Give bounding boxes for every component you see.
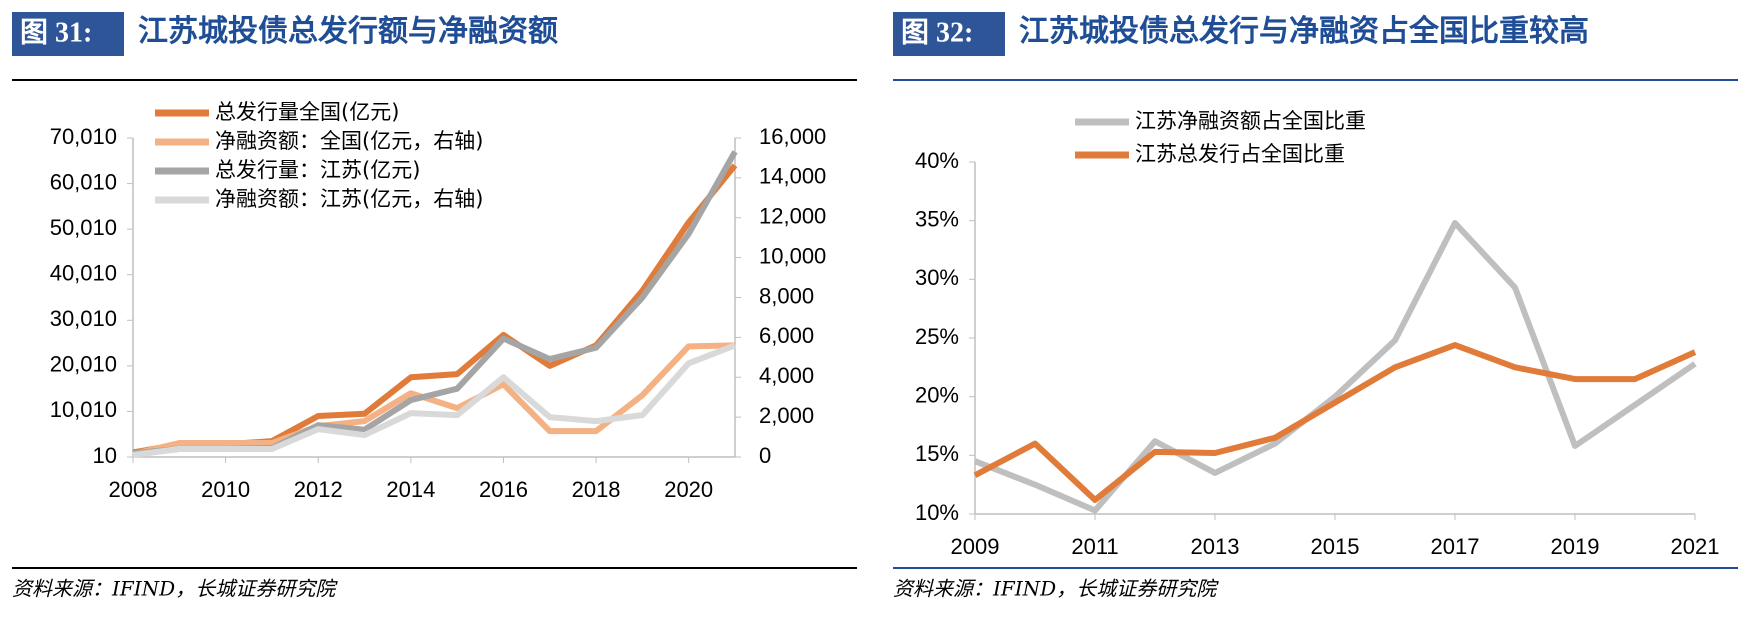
figure-label: 图 32:: [901, 17, 973, 48]
y2-tick-label: 8,000: [759, 283, 814, 308]
x-tick-label: 2012: [294, 477, 343, 502]
legend-label: 净融资额：全国(亿元，右轴): [215, 129, 483, 153]
y-tick-label: 10%: [915, 500, 959, 525]
y-tick-label: 40%: [915, 148, 959, 173]
figure-label-box: [893, 12, 1005, 56]
series-line: [132, 342, 736, 457]
y2-tick-label: 6,000: [759, 323, 814, 348]
x-tick-label: 2011: [1071, 534, 1118, 559]
y-tick-label: 40,010: [50, 261, 117, 286]
x-tick-label: 2009: [951, 534, 1000, 559]
y2-tick-label: 2,000: [759, 403, 814, 428]
x-tick-label: 2018: [572, 477, 621, 502]
legend-label: 江苏净融资额占全国比重: [1135, 109, 1366, 133]
series-line: [973, 342, 1697, 503]
y-tick-label: 30,010: [50, 306, 117, 331]
source-note: 资料来源：IFIND，长城证券研究院: [893, 577, 1219, 601]
y-tick-label: 60,010: [50, 169, 117, 194]
legend-label: 净融资额：江苏(亿元，右轴): [215, 187, 483, 211]
x-tick-label: 2008: [109, 477, 158, 502]
x-tick-label: 2017: [1431, 534, 1480, 559]
y2-tick-label: 16,000: [759, 124, 826, 149]
legend-label: 总发行量全国(亿元): [215, 100, 399, 124]
y2-tick-label: 0: [759, 443, 771, 468]
y-tick-label: 20,010: [50, 352, 117, 377]
x-tick-label: 2020: [664, 477, 713, 502]
figure-label: 图 31:: [20, 17, 92, 48]
x-tick-label: 2014: [386, 477, 435, 502]
figure-label-box: [12, 12, 124, 56]
y-tick-label: 20%: [915, 382, 959, 407]
y-tick-label: 35%: [915, 206, 959, 231]
y-tick-label: 25%: [915, 324, 959, 349]
source-note: 资料来源：IFIND，长城证券研究院: [12, 577, 338, 601]
chart-title: 江苏城投债总发行额与净融资额: [138, 14, 558, 49]
series-line: [132, 342, 737, 458]
y-tick-label: 30%: [915, 265, 959, 290]
x-tick-label: 2013: [1191, 534, 1240, 559]
y2-tick-label: 10,000: [759, 243, 826, 268]
y2-tick-label: 4,000: [759, 363, 814, 388]
x-tick-label: 2019: [1551, 534, 1600, 559]
y-tick-label: 10,010: [50, 397, 117, 422]
y-tick-label: 50,010: [50, 215, 117, 240]
y2-tick-label: 12,000: [759, 204, 826, 229]
y-tick-label: 10: [93, 443, 117, 468]
x-tick-label: 2015: [1311, 534, 1360, 559]
x-tick-label: 2021: [1671, 534, 1720, 559]
y2-tick-label: 14,000: [759, 164, 826, 189]
y-tick-label: 15%: [915, 441, 959, 466]
x-tick-label: 2010: [201, 477, 250, 502]
series-line: [973, 220, 1697, 514]
chart-title: 江苏城投债总发行与净融资占全国比重较高: [1019, 14, 1589, 49]
legend-label: 江苏总发行占全国比重: [1135, 142, 1345, 166]
y-tick-label: 70,010: [50, 124, 117, 149]
legend-label: 总发行量：江苏(亿元): [215, 158, 420, 182]
x-tick-label: 2016: [479, 477, 528, 502]
